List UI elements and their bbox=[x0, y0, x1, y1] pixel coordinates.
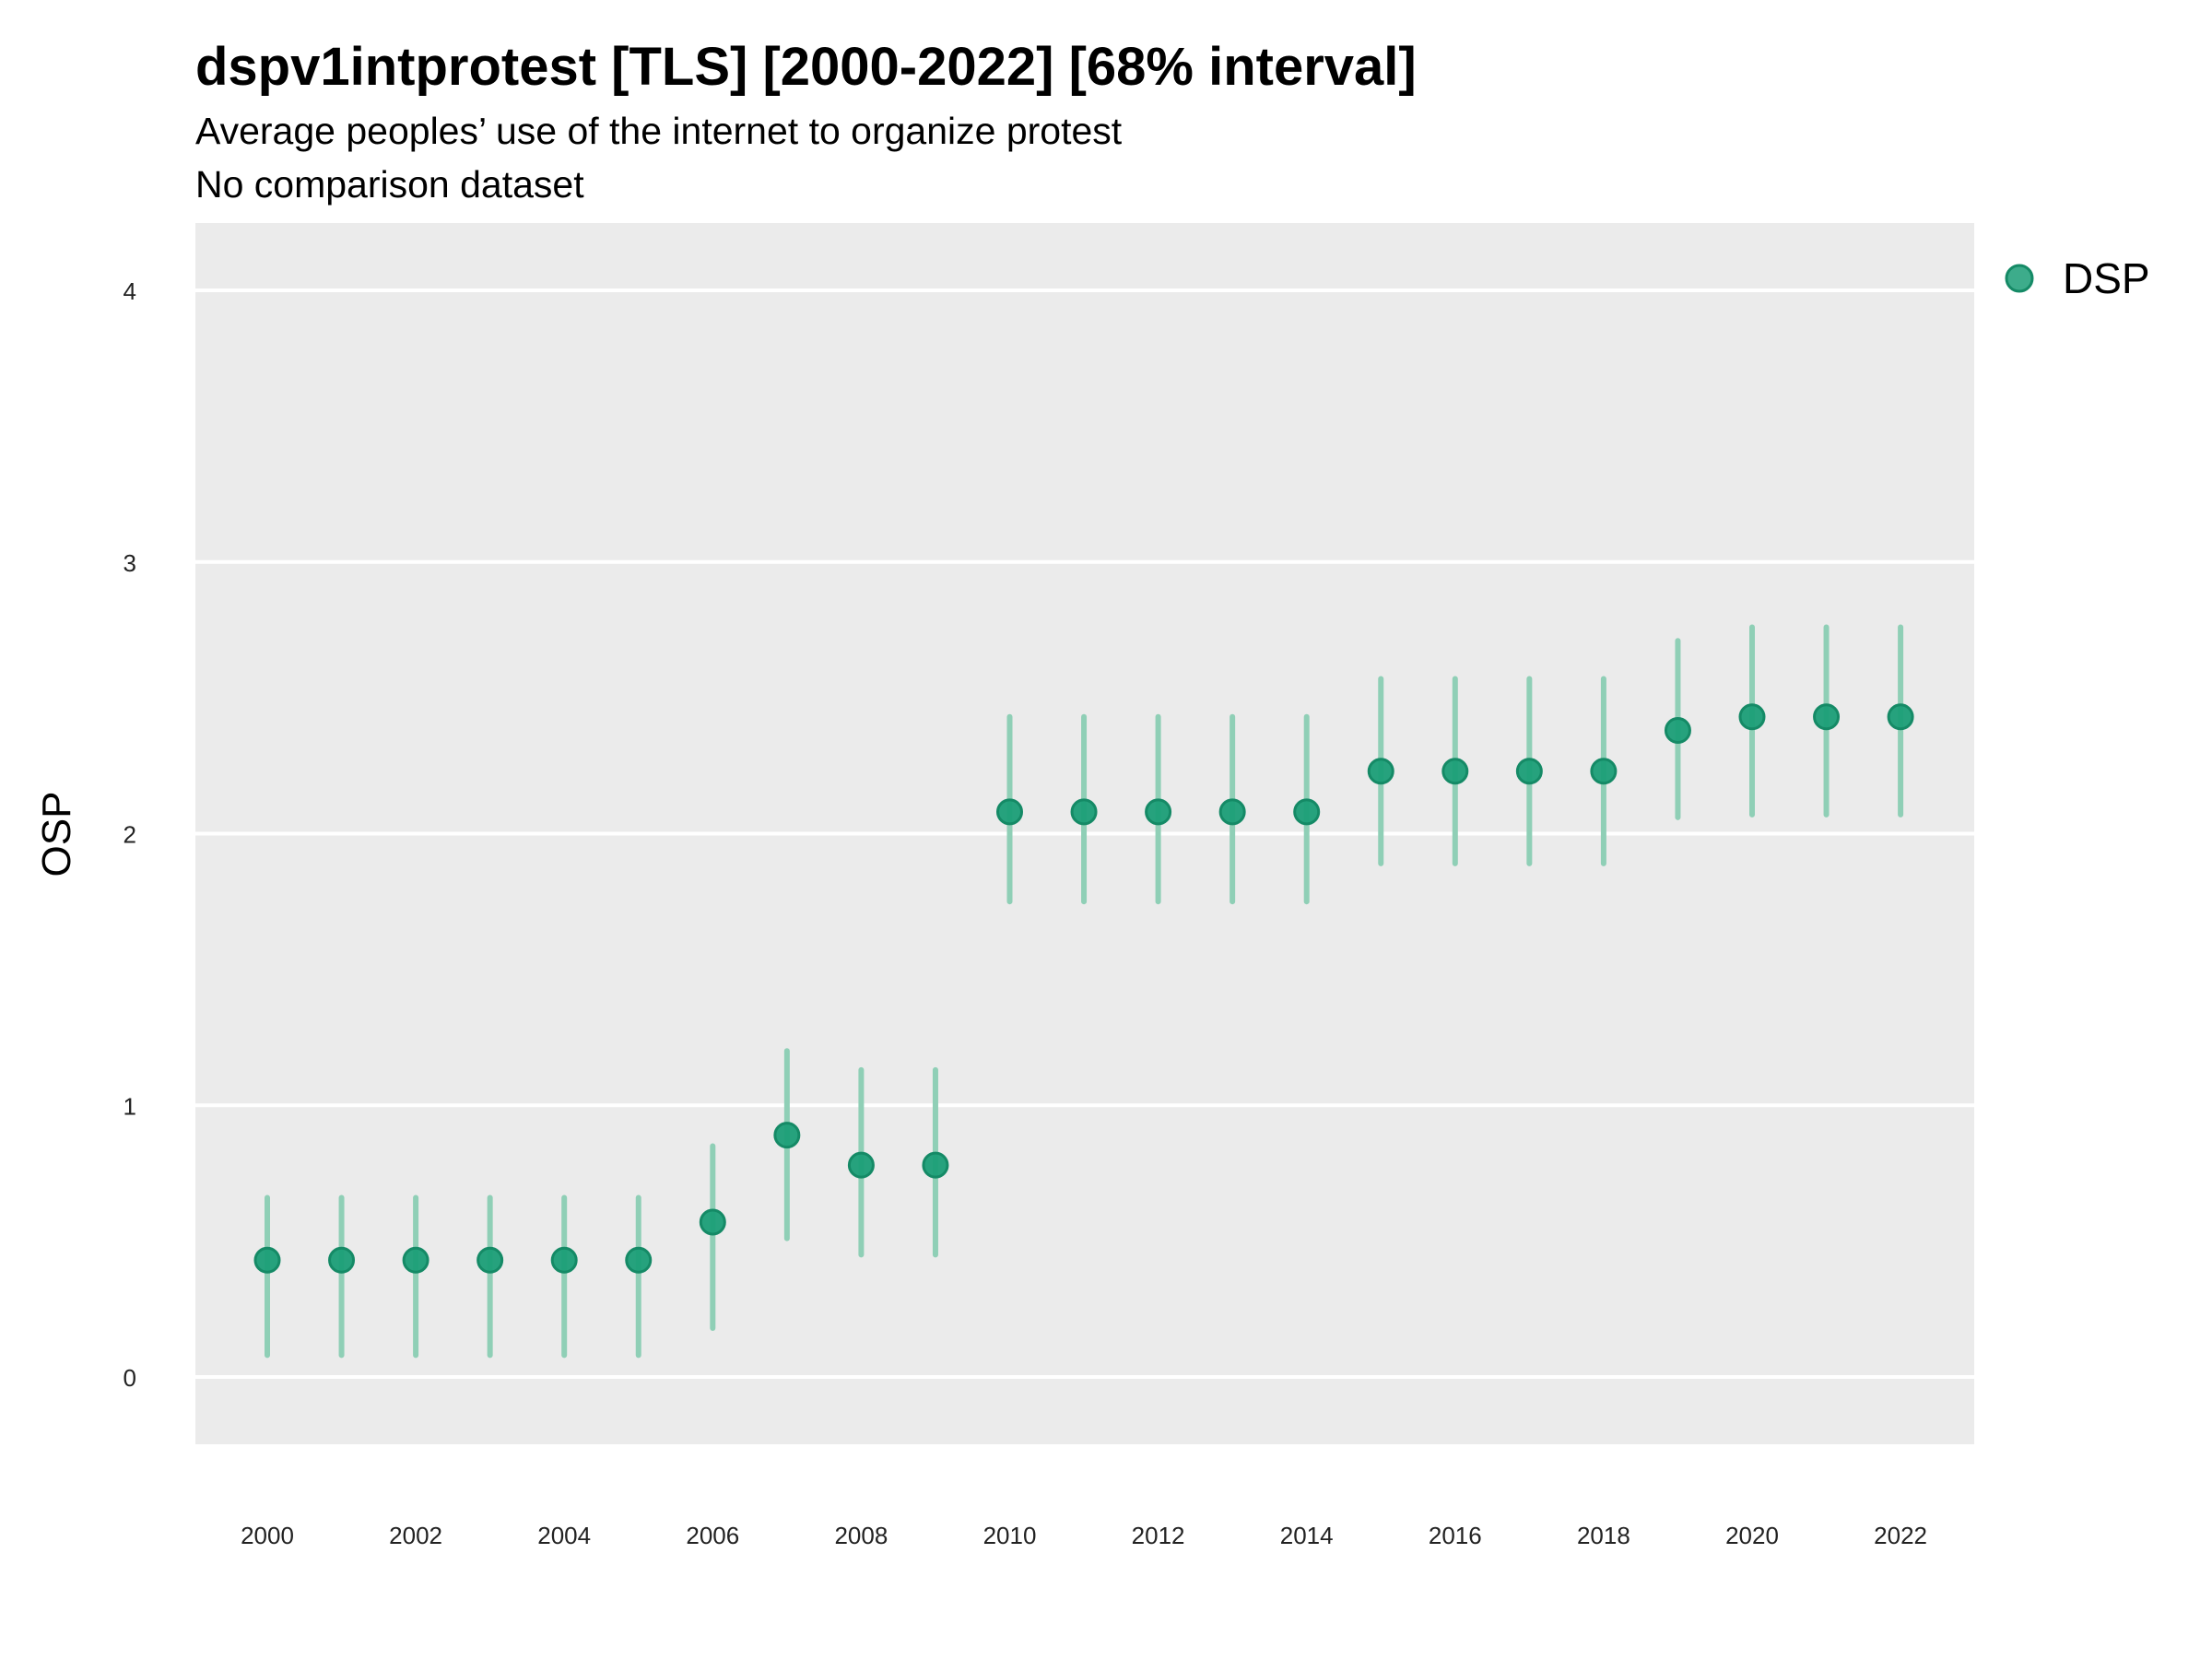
legend-marker-dsp bbox=[2005, 264, 2034, 293]
y-tick-label: 2 bbox=[124, 821, 136, 849]
data-point bbox=[1293, 798, 1321, 826]
data-point bbox=[1367, 758, 1394, 785]
data-point bbox=[1218, 798, 1246, 826]
data-point bbox=[1590, 758, 1618, 785]
x-tick-label: 2008 bbox=[834, 1522, 888, 1549]
data-point bbox=[922, 1151, 949, 1179]
x-tick-label: 2020 bbox=[1725, 1522, 1779, 1549]
data-point bbox=[1813, 703, 1841, 731]
x-tick-label: 2002 bbox=[389, 1522, 442, 1549]
x-axis: 2000 2002 2004 2006 2008 2010 2012 2014 2016 2018… bbox=[241, 1522, 1927, 1549]
data-point bbox=[253, 1246, 281, 1274]
data-point bbox=[550, 1246, 578, 1274]
data-point bbox=[1664, 716, 1691, 744]
y-tick-label: 3 bbox=[124, 549, 136, 577]
x-tick-label: 2018 bbox=[1577, 1522, 1630, 1549]
data-points bbox=[253, 703, 1914, 1274]
chart-title: dspv1intprotest [TLS] [2000-2022] [68% i… bbox=[195, 37, 1417, 97]
x-tick-label: 2004 bbox=[537, 1522, 591, 1549]
x-tick-label: 2000 bbox=[241, 1522, 294, 1549]
x-tick-label: 2022 bbox=[1874, 1522, 1927, 1549]
y-tick-label: 0 bbox=[124, 1364, 136, 1392]
data-point bbox=[1515, 758, 1543, 785]
y-axis: 0 1 2 3 4 bbox=[124, 277, 136, 1392]
data-point bbox=[625, 1246, 653, 1274]
x-tick-label: 2010 bbox=[983, 1522, 1037, 1549]
data-point bbox=[1441, 758, 1469, 785]
data-point bbox=[773, 1122, 801, 1149]
chart-subtitle: Average peoples’ use of the internet to … bbox=[195, 110, 1123, 152]
chart-subtitle-secondary: No comparison dataset bbox=[195, 163, 584, 206]
x-tick-label: 2016 bbox=[1429, 1522, 1482, 1549]
legend: DSP bbox=[2005, 254, 2150, 302]
data-point bbox=[1070, 798, 1098, 826]
data-point bbox=[402, 1246, 429, 1274]
data-point bbox=[996, 798, 1023, 826]
data-point bbox=[1145, 798, 1172, 826]
y-tick-label: 1 bbox=[124, 1092, 136, 1120]
data-point bbox=[328, 1246, 356, 1274]
x-tick-label: 2014 bbox=[1280, 1522, 1334, 1549]
x-tick-label: 2012 bbox=[1132, 1522, 1185, 1549]
y-tick-label: 4 bbox=[124, 277, 136, 305]
data-point bbox=[847, 1151, 875, 1179]
y-axis-label: OSP bbox=[34, 792, 79, 877]
legend-label-dsp: DSP bbox=[2063, 254, 2150, 302]
x-tick-label: 2006 bbox=[686, 1522, 739, 1549]
data-point bbox=[699, 1208, 726, 1236]
data-point bbox=[477, 1246, 504, 1274]
data-point bbox=[1887, 703, 1914, 731]
data-point bbox=[1738, 703, 1766, 731]
